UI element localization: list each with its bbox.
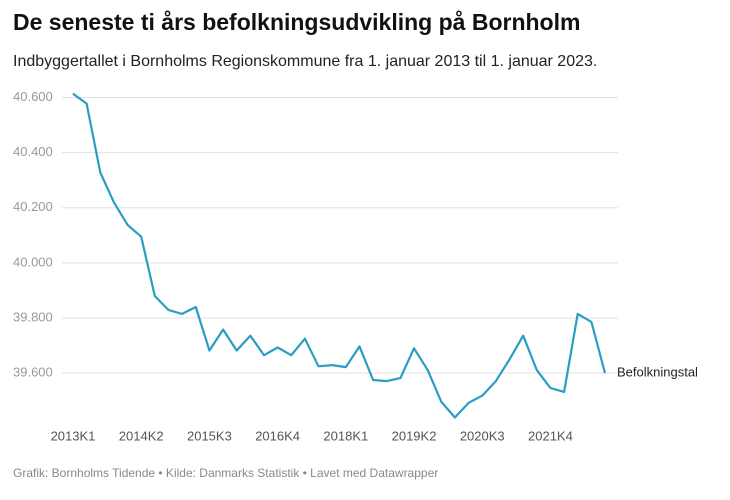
y-tick-label: 40.200	[13, 199, 53, 214]
x-tick-label: 2020K3	[460, 428, 505, 443]
x-tick-label: 2015K3	[187, 428, 232, 443]
y-tick-label: 39.600	[13, 365, 53, 380]
chart-subtitle: Indbyggertallet i Bornholms Regionskommu…	[13, 53, 597, 70]
x-tick-label: 2019K2	[392, 428, 437, 443]
y-tick-label: 40.600	[13, 89, 53, 104]
source-note: Grafik: Bornholms Tidende • Kilde: Danma…	[13, 466, 438, 480]
x-tick-label: 2021K4	[528, 428, 573, 443]
chart-title: De seneste ti års befolkningsudvikling p…	[13, 9, 580, 35]
line	[72, 92, 607, 419]
x-tick-label: 2016K4	[255, 428, 300, 443]
y-tick-label: 40.000	[13, 254, 53, 269]
x-tick-label: 2014K2	[119, 428, 164, 443]
series-label: Befolkningstal	[617, 365, 698, 380]
y-tick-label: 40.400	[13, 144, 53, 159]
y-tick-label: 39.800	[13, 309, 53, 324]
x-tick-label: 2013K1	[51, 428, 96, 443]
x-tick-label: 2018K1	[323, 428, 368, 443]
